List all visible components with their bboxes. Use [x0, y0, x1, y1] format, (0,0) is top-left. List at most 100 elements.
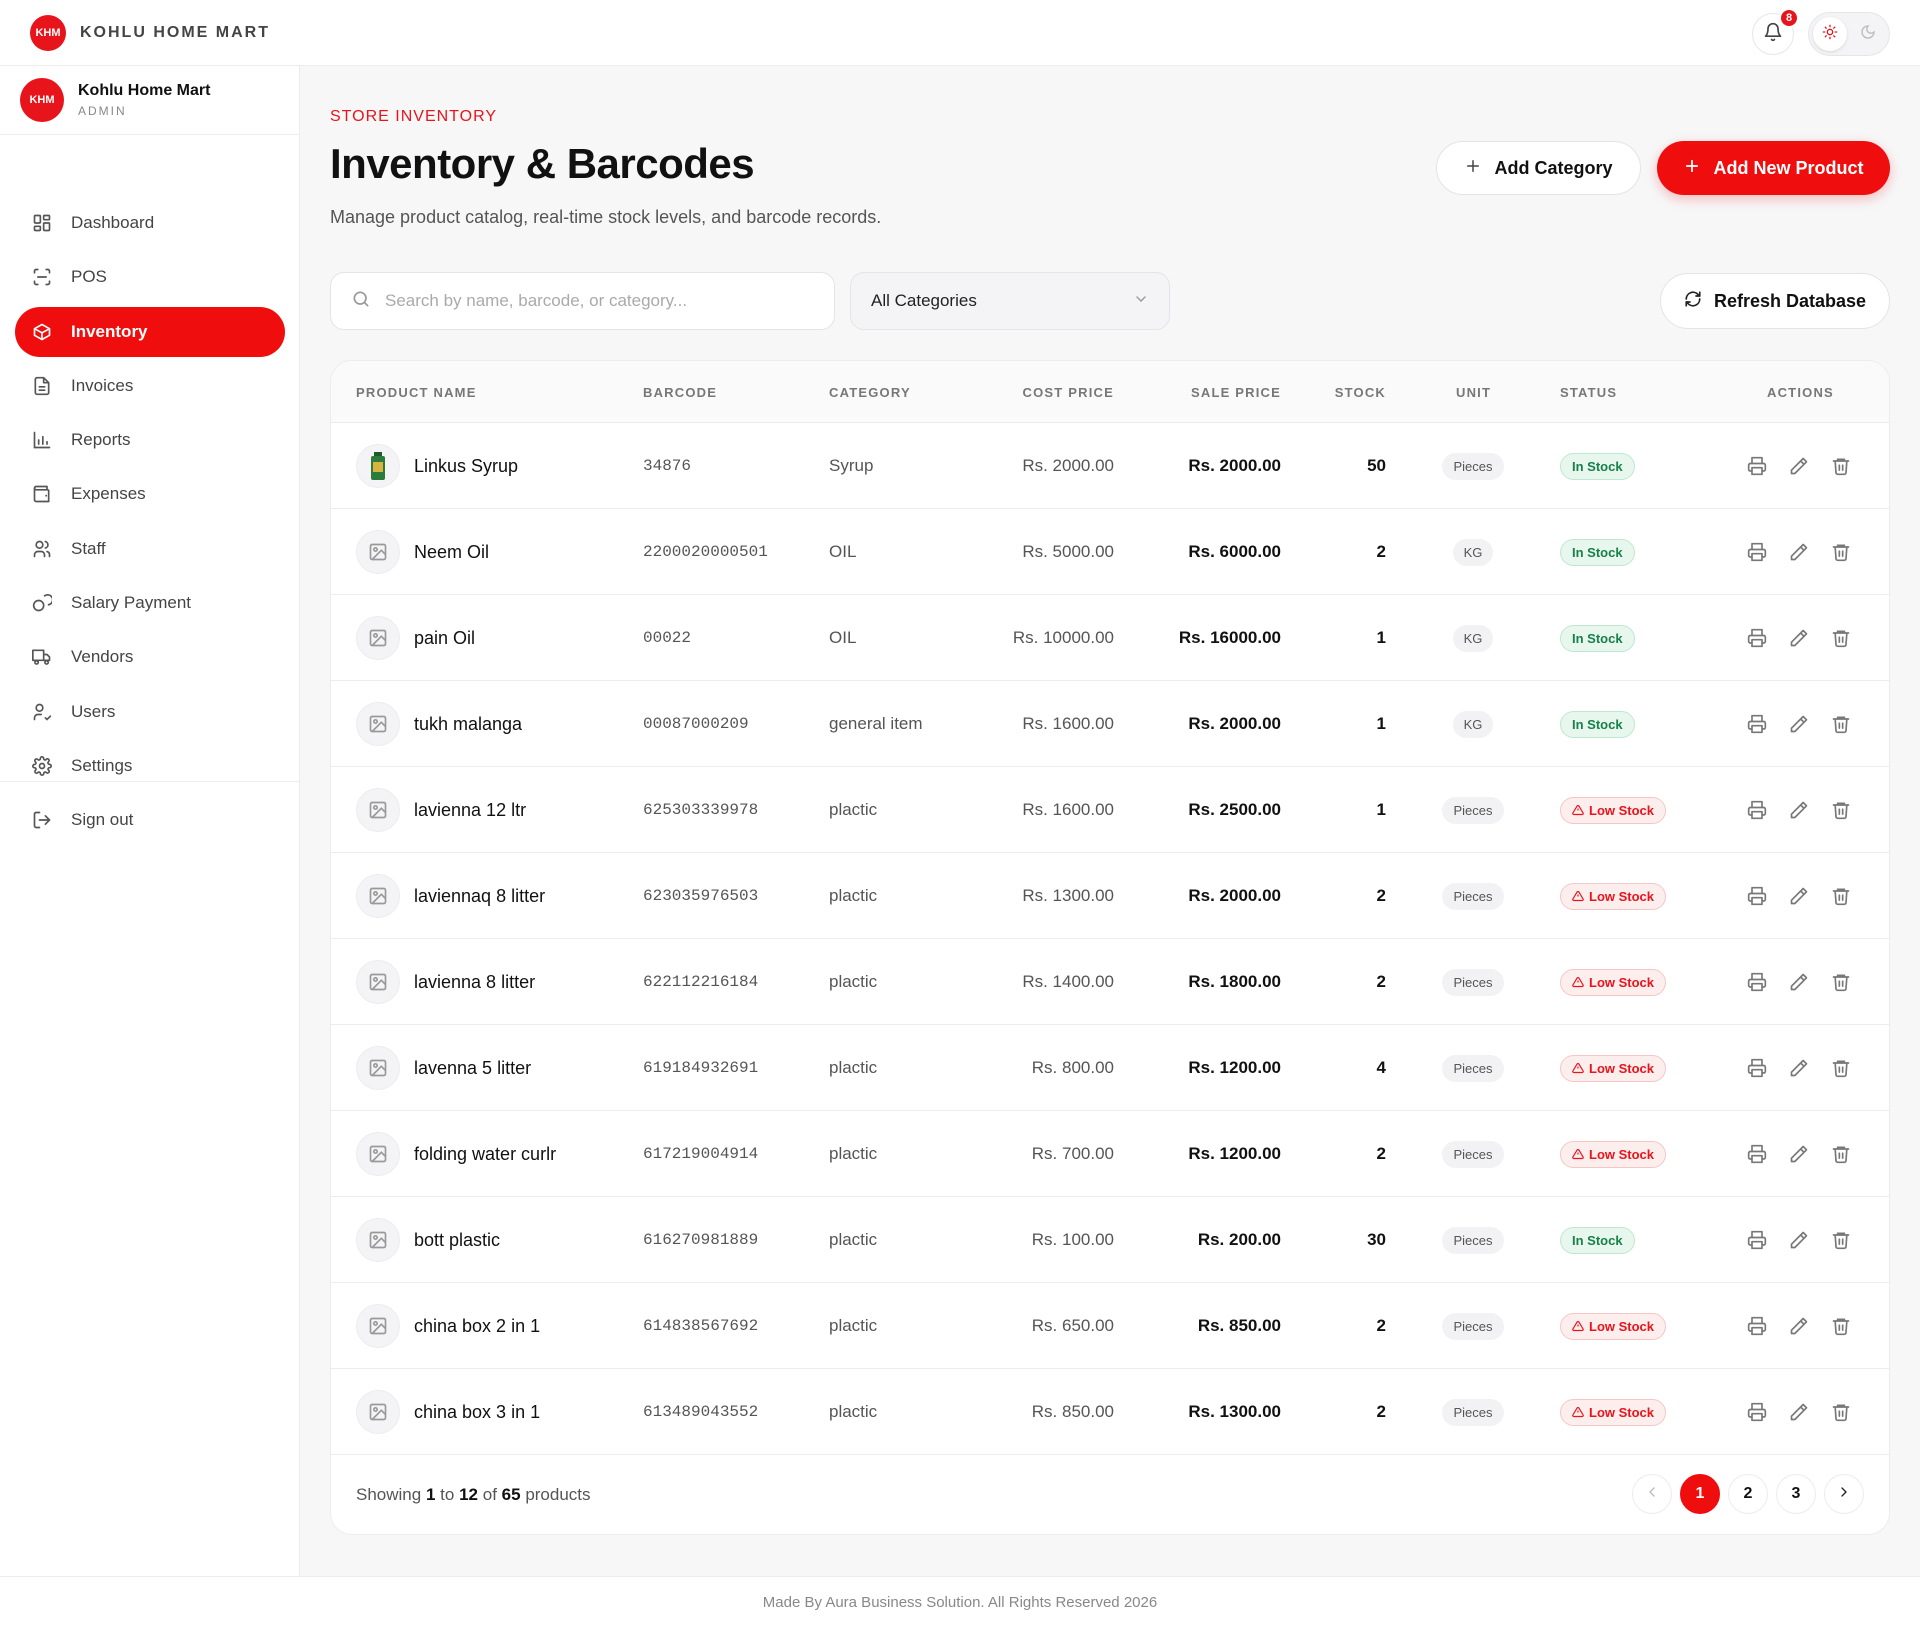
edit-icon[interactable] — [1789, 1144, 1809, 1164]
product-name[interactable]: lavienna 8 litter — [414, 971, 536, 992]
print-barcode-icon[interactable] — [1747, 714, 1767, 734]
column-header-barcode[interactable]: BARCODE — [643, 385, 718, 400]
light-theme-option[interactable] — [1813, 17, 1847, 51]
brand[interactable]: KHM KOHLU HOME MART — [30, 15, 270, 51]
delete-icon[interactable] — [1831, 1402, 1851, 1422]
product-name[interactable]: Neem Oil — [414, 541, 490, 562]
delete-icon[interactable] — [1831, 800, 1851, 820]
delete-icon[interactable] — [1831, 1316, 1851, 1336]
column-header-cost-price[interactable]: COST PRICE — [1022, 385, 1114, 400]
delete-icon[interactable] — [1831, 456, 1851, 476]
print-barcode-icon[interactable] — [1747, 1316, 1767, 1336]
refresh-database-button[interactable]: Refresh Database — [1660, 273, 1890, 329]
table-row[interactable]: lavienna 8 litter 622112216184 plactic Rs. … — [331, 939, 1889, 1025]
product-name[interactable]: laviennaq 8 litter — [414, 885, 546, 906]
table-row[interactable]: tukh malanga 00087000209 general item Rs. 1… — [331, 681, 1889, 767]
edit-icon[interactable] — [1789, 1058, 1809, 1078]
column-header-category[interactable]: CATEGORY — [829, 385, 911, 400]
product-name[interactable]: lavienna 12 ltr — [414, 799, 527, 820]
edit-icon[interactable] — [1789, 1230, 1809, 1250]
edit-icon[interactable] — [1789, 628, 1809, 648]
dark-theme-option[interactable] — [1851, 17, 1885, 51]
page-1-button[interactable]: 1 — [1680, 1474, 1720, 1514]
table-row[interactable]: laviennaq 8 litter 623035976503 plactic Rs.… — [331, 853, 1889, 939]
edit-icon[interactable] — [1789, 886, 1809, 906]
add-new-product-button[interactable]: Add New Product — [1657, 141, 1890, 195]
edit-icon[interactable] — [1789, 800, 1809, 820]
delete-icon[interactable] — [1831, 542, 1851, 562]
product-name[interactable]: china box 2 in 1 — [414, 1315, 541, 1336]
table-row[interactable]: Linkus Syrup 34876 Syrup Rs. 2000.00 Rs. 200… — [331, 423, 1889, 509]
table-row[interactable]: Neem Oil 2200020000501 OIL Rs. 5000.00 Rs. 6… — [331, 509, 1889, 595]
edit-icon[interactable] — [1789, 456, 1809, 476]
product-name[interactable]: tukh malanga — [414, 713, 523, 734]
sidebar-item-expenses[interactable]: Expenses — [15, 469, 285, 519]
sidebar-item-inventory[interactable]: Inventory — [15, 306, 285, 357]
product-name[interactable]: pain Oil — [414, 627, 476, 648]
print-barcode-icon[interactable] — [1747, 1058, 1767, 1078]
table-row[interactable]: pain Oil 00022 OIL Rs. 10000.00 Rs. 16000.00… — [331, 595, 1889, 681]
table-row[interactable]: lavienna 12 ltr 625303339978 plactic Rs. 16… — [331, 767, 1889, 853]
sidebar-item-staff[interactable]: Staff — [15, 524, 285, 574]
print-barcode-icon[interactable] — [1747, 628, 1767, 648]
user-profile[interactable]: KHM Kohlu Home Mart ADMIN — [20, 78, 210, 122]
edit-icon[interactable] — [1789, 1402, 1809, 1422]
sidebar-item-reports[interactable]: Reports — [15, 415, 285, 465]
delete-icon[interactable] — [1831, 628, 1851, 648]
column-header-product-name[interactable]: PRODUCT NAME — [356, 385, 477, 400]
edit-icon[interactable] — [1789, 714, 1809, 734]
print-barcode-icon[interactable] — [1747, 456, 1767, 476]
sidebar-item-dashboard[interactable]: Dashboard — [15, 198, 285, 248]
delete-icon[interactable] — [1831, 714, 1851, 734]
sign-out-button[interactable]: Sign out — [15, 795, 285, 845]
delete-icon[interactable] — [1831, 886, 1851, 906]
table-row[interactable]: lavenna 5 litter 619184932691 plactic Rs. 8… — [331, 1025, 1889, 1111]
product-name[interactable]: Linkus Syrup — [414, 455, 519, 476]
edit-icon[interactable] — [1789, 542, 1809, 562]
sidebar-item-salary-payment[interactable]: Salary Payment — [15, 578, 285, 628]
page-2-button[interactable]: 2 — [1728, 1474, 1768, 1514]
category-select[interactable]: All Categories — [850, 272, 1170, 330]
print-barcode-icon[interactable] — [1747, 1144, 1767, 1164]
image-placeholder-icon — [356, 702, 400, 746]
page-3-button[interactable]: 3 — [1776, 1474, 1816, 1514]
table-row[interactable]: china box 3 in 1 613489043552 plactic Rs. 8… — [331, 1369, 1889, 1455]
column-header-sale-price[interactable]: SALE PRICE — [1190, 385, 1281, 400]
sidebar-item-label: Dashboard — [71, 213, 155, 232]
sidebar-item-invoices[interactable]: Invoices — [15, 361, 285, 411]
product-name[interactable]: china box 3 in 1 — [414, 1401, 541, 1422]
notifications-button[interactable]: 8 — [1752, 8, 1799, 55]
product-cell: Neem Oil — [356, 509, 489, 595]
sidebar-item-settings[interactable]: Settings — [15, 741, 285, 791]
product-name[interactable]: folding water curlr — [414, 1143, 557, 1164]
print-barcode-icon[interactable] — [1747, 800, 1767, 820]
print-barcode-icon[interactable] — [1747, 886, 1767, 906]
print-barcode-icon[interactable] — [1747, 542, 1767, 562]
edit-icon[interactable] — [1789, 972, 1809, 992]
theme-toggle[interactable] — [1808, 12, 1890, 56]
sidebar-item-users[interactable]: Users — [15, 687, 285, 737]
table-row[interactable]: folding water curlr 617219004914 plactic Rs… — [331, 1111, 1889, 1197]
print-barcode-icon[interactable] — [1747, 1230, 1767, 1250]
delete-icon[interactable] — [1831, 1230, 1851, 1250]
print-barcode-icon[interactable] — [1747, 972, 1767, 992]
status-badge: Low Stock — [1560, 1054, 1667, 1082]
table-row[interactable]: china box 2 in 1 614838567692 plactic Rs. 6… — [331, 1283, 1889, 1369]
delete-icon[interactable] — [1831, 1144, 1851, 1164]
search-input[interactable] — [385, 291, 825, 311]
edit-icon[interactable] — [1789, 1316, 1809, 1336]
column-header-status[interactable]: STATUS — [1560, 385, 1618, 400]
image-placeholder-icon — [356, 1304, 400, 1348]
sidebar-item-pos[interactable]: POS — [15, 252, 285, 302]
next-page-button[interactable] — [1824, 1474, 1864, 1514]
table-row[interactable]: bott plastic 616270981889 plactic Rs. 100.0… — [331, 1197, 1889, 1283]
print-barcode-icon[interactable] — [1747, 1402, 1767, 1422]
product-name[interactable]: lavenna 5 litter — [414, 1057, 532, 1078]
delete-icon[interactable] — [1831, 972, 1851, 992]
sidebar-item-vendors[interactable]: Vendors — [15, 632, 285, 682]
column-header-stock[interactable]: STOCK — [1334, 385, 1386, 400]
delete-icon[interactable] — [1831, 1058, 1851, 1078]
add-category-button[interactable]: Add Category — [1436, 141, 1641, 195]
previous-page-button[interactable] — [1632, 1474, 1672, 1514]
product-name[interactable]: bott plastic — [414, 1229, 501, 1250]
